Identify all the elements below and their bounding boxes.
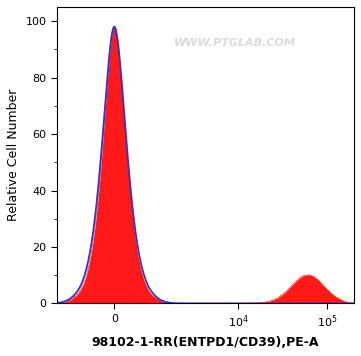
Text: WWW.PTGLAB.COM: WWW.PTGLAB.COM <box>174 37 296 48</box>
X-axis label: 98102-1-RR(ENTPD1/CD39),PE-A: 98102-1-RR(ENTPD1/CD39),PE-A <box>92 336 319 349</box>
Y-axis label: Relative Cell Number: Relative Cell Number <box>7 89 20 221</box>
